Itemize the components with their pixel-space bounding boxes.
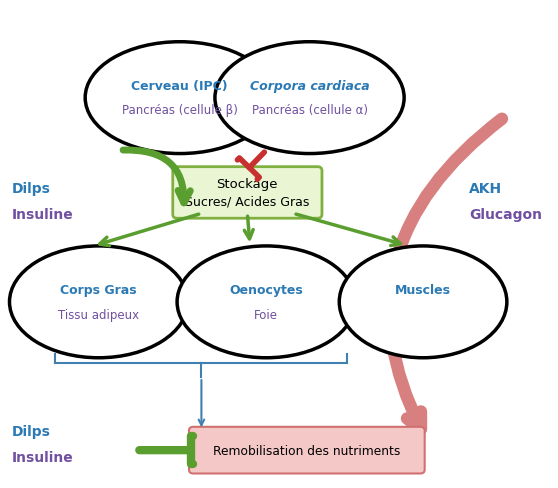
- Ellipse shape: [9, 246, 188, 358]
- Text: Glucagon: Glucagon: [469, 208, 542, 222]
- Ellipse shape: [177, 246, 355, 358]
- Text: Corpora cardiaca: Corpora cardiaca: [250, 80, 369, 93]
- Text: Insuline: Insuline: [12, 450, 74, 465]
- Text: Insuline: Insuline: [12, 208, 74, 222]
- Text: Pancréas (cellule α): Pancréas (cellule α): [252, 104, 368, 117]
- Text: Cerveau (IPC): Cerveau (IPC): [132, 80, 228, 93]
- Ellipse shape: [85, 42, 275, 154]
- Text: Stockage: Stockage: [217, 178, 278, 191]
- Text: Corps Gras: Corps Gras: [60, 284, 137, 297]
- Text: Sucres/ Acides Gras: Sucres/ Acides Gras: [185, 195, 310, 208]
- Text: Remobilisation des nutriments: Remobilisation des nutriments: [213, 444, 401, 457]
- Text: Muscles: Muscles: [395, 284, 451, 297]
- Text: Oenocytes: Oenocytes: [229, 284, 303, 297]
- FancyBboxPatch shape: [189, 427, 425, 473]
- Text: AKH: AKH: [469, 181, 502, 195]
- Ellipse shape: [339, 246, 507, 358]
- Text: Foie: Foie: [254, 308, 278, 321]
- Text: Dilps: Dilps: [12, 181, 51, 195]
- FancyBboxPatch shape: [173, 167, 322, 219]
- Text: Pancréas (cellule β): Pancréas (cellule β): [122, 104, 238, 117]
- Text: Tissu adipeux: Tissu adipeux: [58, 308, 140, 321]
- Text: Dilps: Dilps: [12, 424, 51, 438]
- Ellipse shape: [215, 42, 404, 154]
